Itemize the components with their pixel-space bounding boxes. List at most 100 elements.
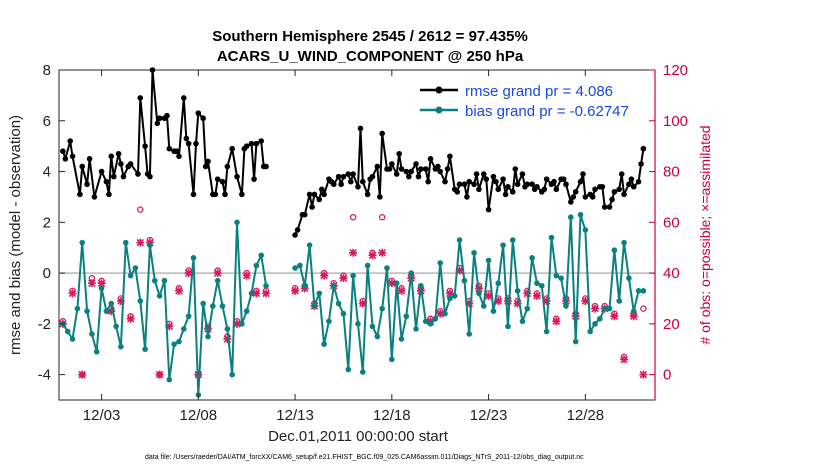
- rmse-point: [611, 189, 618, 195]
- rmse-point: [635, 178, 642, 185]
- bias-point: [485, 257, 492, 264]
- x-tick-label: 12/03: [83, 407, 121, 424]
- bias-point: [408, 270, 414, 276]
- bias-point: [437, 260, 444, 266]
- obs-assimilated-marker: [87, 279, 96, 288]
- rmse-point: [214, 176, 221, 182]
- bias-point: [214, 277, 221, 284]
- rmse-point: [580, 171, 586, 177]
- bias-point: [321, 341, 327, 347]
- bias-point: [505, 323, 511, 330]
- rmse-point: [360, 178, 366, 185]
- bias-point: [200, 300, 206, 307]
- bias-point: [597, 315, 603, 322]
- obs-assimilated-marker: [610, 312, 619, 321]
- bias-point: [79, 239, 86, 246]
- chart-title-line2: ACARS_U_WIND_COMPONENT @ 250 hPa: [217, 48, 524, 65]
- x-tick-label: 12/13: [276, 407, 314, 424]
- bias-point: [432, 315, 439, 322]
- obs-assimilated-marker: [155, 370, 164, 379]
- obs-possible-marker: [640, 305, 647, 312]
- bias-point: [529, 255, 535, 261]
- rmse-point: [454, 189, 461, 195]
- bias-point: [418, 282, 424, 289]
- rmse-point: [628, 176, 635, 182]
- rmse-point: [389, 161, 395, 167]
- rmse-point: [415, 173, 422, 180]
- y2-tick-label: 60: [663, 214, 680, 231]
- rmse-point: [444, 166, 451, 172]
- rmse-point: [505, 183, 511, 190]
- bias-point: [495, 280, 502, 287]
- rmse-point: [166, 145, 173, 152]
- bias-point: [292, 265, 298, 271]
- y2-tick-label: 0: [663, 367, 671, 384]
- rmse-point: [493, 178, 499, 185]
- bias-point: [350, 272, 356, 279]
- rmse-point: [258, 138, 265, 144]
- rmse-point: [442, 178, 448, 185]
- obs-assimilated-marker: [233, 319, 242, 328]
- rmse-point: [512, 166, 519, 172]
- bias-point: [630, 308, 637, 314]
- rmse-point: [568, 199, 574, 205]
- obs-assimilated-marker: [581, 297, 590, 305]
- bias-point: [132, 265, 139, 271]
- bias-point: [190, 255, 197, 261]
- obs-assimilated-marker: [542, 297, 551, 305]
- rmse-point: [183, 135, 190, 142]
- bias-point: [466, 331, 473, 337]
- rmse-point: [224, 163, 231, 170]
- rmse-point: [205, 158, 211, 165]
- obs-assimilated-marker: [107, 307, 116, 316]
- legend: rmse grand pr = 4.086 bias grand pr = -0…: [420, 83, 629, 120]
- rmse-point: [251, 176, 257, 182]
- bias-point: [461, 277, 468, 284]
- rmse-point: [200, 115, 206, 122]
- obs-assimilated-marker: [165, 322, 174, 331]
- rmse-point: [330, 181, 337, 188]
- obs-assimilated-marker: [252, 289, 261, 298]
- obs-assimilated-marker: [223, 335, 232, 344]
- obs-assimilated-marker: [358, 299, 367, 308]
- rmse-point: [301, 211, 308, 218]
- bias-point: [103, 308, 110, 314]
- rmse-point: [202, 163, 209, 170]
- obs-assimilated-marker: [320, 271, 329, 280]
- rmse-point: [447, 153, 453, 160]
- rmse-point: [229, 145, 235, 152]
- obs-assimilated-marker: [639, 370, 648, 379]
- bias-point: [592, 321, 598, 327]
- rmse-point: [60, 148, 66, 155]
- rmse-point: [374, 163, 381, 170]
- bias-point: [572, 338, 579, 345]
- bias-point: [451, 293, 458, 299]
- bias-point: [616, 298, 623, 304]
- rmse-point: [529, 181, 535, 188]
- bias-point: [606, 305, 613, 312]
- rmse-point: [543, 176, 550, 182]
- rmse-point: [79, 163, 86, 170]
- legend-bias-marker: [435, 106, 443, 114]
- bias-point: [490, 308, 497, 314]
- bias-point: [151, 277, 158, 284]
- y2-tick-label: 80: [663, 164, 680, 181]
- bias-point: [582, 227, 589, 233]
- legend-rmse-label: rmse grand pr = 4.086: [465, 83, 613, 100]
- bias-point: [398, 336, 405, 342]
- rmse-point: [413, 161, 419, 167]
- rmse-point: [364, 191, 371, 198]
- obs-possible-marker: [349, 213, 357, 221]
- bias-point: [137, 298, 144, 304]
- bias-point: [558, 275, 564, 281]
- rmse-point: [348, 178, 354, 185]
- rmse-point: [514, 181, 521, 188]
- rmse-point: [294, 227, 301, 233]
- rmse-point: [519, 171, 526, 177]
- rmse-point: [142, 143, 148, 149]
- rmse-point: [62, 156, 69, 162]
- bias-point: [122, 239, 129, 246]
- rmse-point: [106, 191, 112, 198]
- bias-point: [142, 346, 148, 353]
- bias-point: [127, 272, 134, 279]
